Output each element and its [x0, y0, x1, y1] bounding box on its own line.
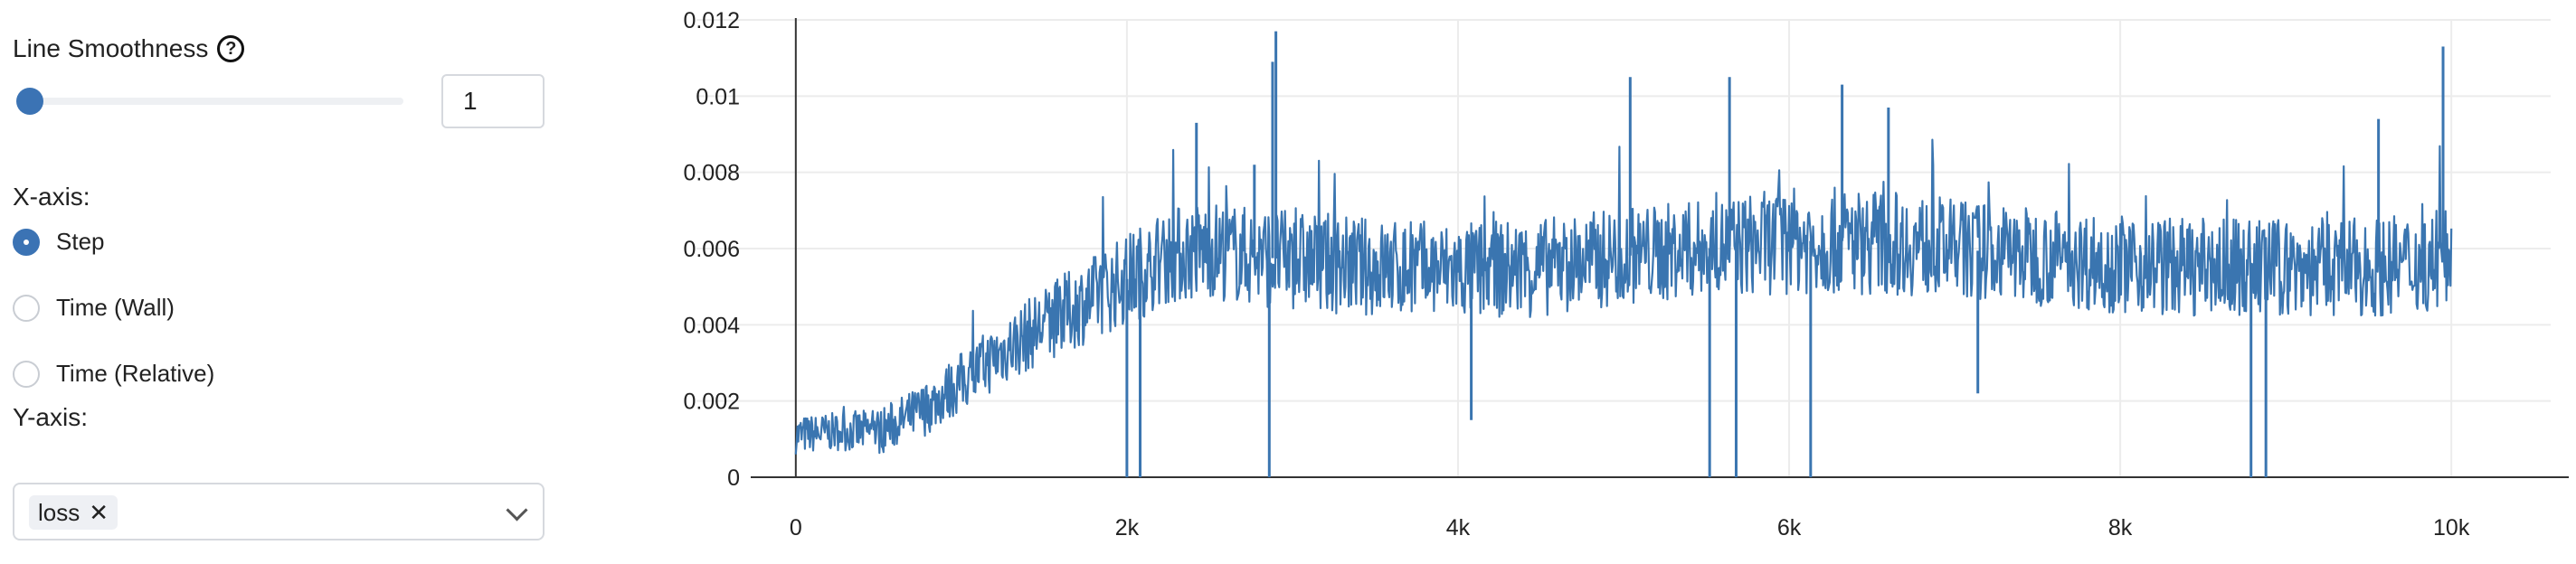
- loss-series-line: [794, 138, 2453, 455]
- y-tick-label: 0.004: [683, 313, 740, 338]
- xaxis-option-step[interactable]: Step: [13, 228, 105, 256]
- y-tick-label: 0.008: [683, 161, 740, 186]
- radio-unchecked-icon[interactable]: [13, 294, 40, 322]
- x-tick-label: 4k: [1446, 515, 1471, 540]
- smoothing-slider-thumb[interactable]: [16, 88, 43, 115]
- yaxis-chip: loss ✕: [29, 495, 118, 530]
- yaxis-chip-label: loss: [38, 498, 80, 526]
- xaxis-option-label: Step: [56, 228, 105, 255]
- smoothing-slider-track[interactable]: [20, 98, 403, 105]
- xaxis-option-label: Time (Relative): [56, 360, 215, 387]
- radio-unchecked-icon[interactable]: [13, 360, 40, 388]
- x-tick-label: 8k: [2108, 515, 2133, 540]
- smoothing-label: Line Smoothness: [13, 34, 209, 62]
- y-tick-label: 0.01: [696, 84, 740, 109]
- y-tick-label: 0: [727, 465, 740, 491]
- series-layer: [794, 31, 2453, 477]
- close-icon[interactable]: ✕: [89, 498, 109, 526]
- yaxis-label: Y-axis:: [13, 403, 89, 431]
- x-tick-label: 2k: [1115, 515, 1140, 540]
- x-tick-label: 6k: [1777, 515, 1802, 540]
- grid-lines: [696, 19, 2551, 477]
- smoothing-input[interactable]: [441, 74, 545, 128]
- chevron-down-icon[interactable]: [506, 499, 528, 522]
- yaxis-select[interactable]: loss ✕: [13, 483, 545, 540]
- help-icon[interactable]: ?: [217, 35, 245, 62]
- smoothing-header: Line Smoothness ?: [13, 34, 245, 63]
- x-tick-label: 0: [790, 515, 802, 540]
- x-tick-label: 10k: [2433, 515, 2470, 540]
- y-tick-label: 0.006: [683, 237, 740, 262]
- y-tick-label: 0.012: [683, 8, 740, 33]
- y-tick-label: 0.002: [683, 390, 740, 415]
- xaxis-option-wall[interactable]: Time (Wall): [13, 294, 175, 322]
- radio-checked-icon[interactable]: [13, 228, 40, 256]
- tick-labels: 0 0.002 0.004 0.006 0.008 0.01 0.012 0 2k 4k 6k 8k 1…: [683, 8, 2469, 540]
- controls-panel: Line Smoothness ? X-axis: Step Time (Wal…: [0, 0, 579, 564]
- xaxis-option-relative[interactable]: Time (Relative): [13, 360, 214, 388]
- loss-chart: 0 0.002 0.004 0.006 0.008 0.01 0.012 0 2k 4k 6k 8k 1…: [683, 8, 2569, 540]
- xaxis-option-label: Time (Wall): [56, 294, 175, 321]
- xaxis-label: X-axis:: [13, 183, 90, 211]
